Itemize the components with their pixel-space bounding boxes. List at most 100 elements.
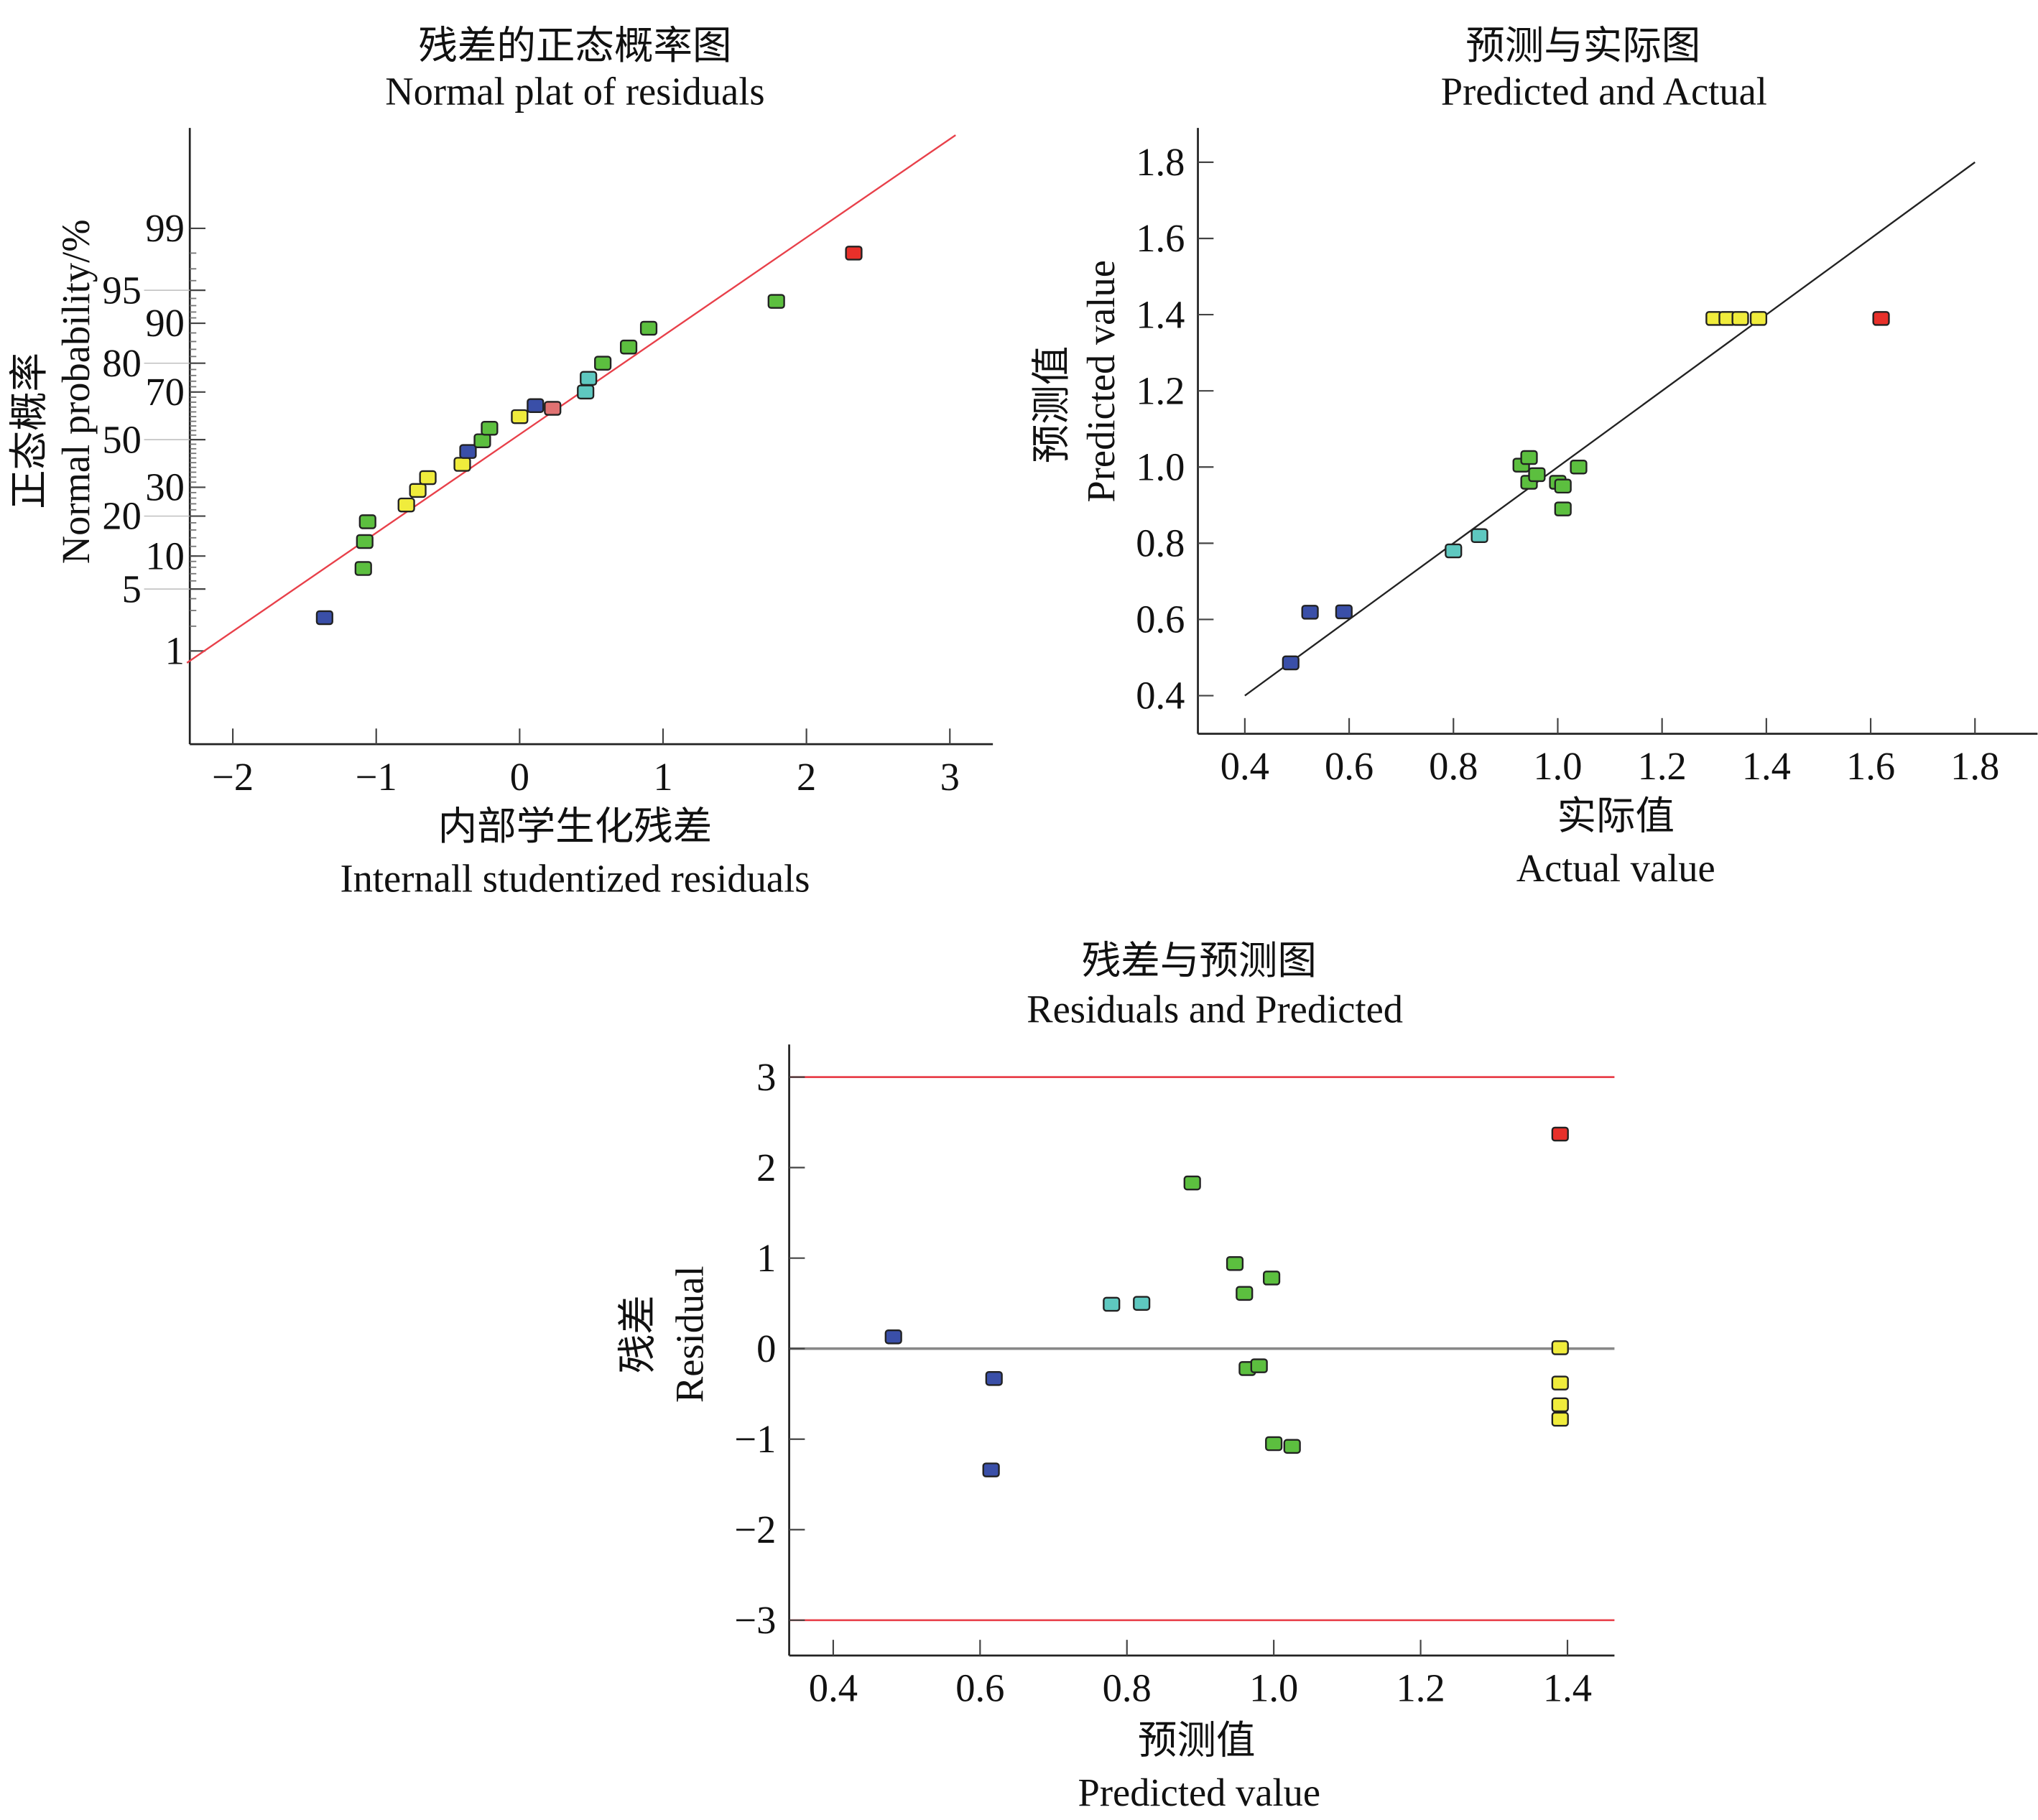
data-point [1265,1436,1283,1452]
y-tick-label: 0 [756,1327,776,1370]
data-point [639,320,658,336]
x-tick-label: 2 [797,755,816,799]
data-point [409,483,427,498]
x-tick-label: 0.4 [809,1666,858,1710]
chart3-ylabel: Residual [668,1266,712,1403]
data-point [1470,528,1488,544]
chart3-plot: 0.4 0.6 0.8 1.0 1.2 1.4 −3 −2 −1 0 1 2 3 [734,1044,1615,1710]
chart1-title: Normal plat of residuals [385,69,764,113]
x-tick-label: 1.6 [1846,744,1895,788]
data-point [1250,1358,1268,1373]
x-tick-label: 3 [940,755,960,799]
x-tick-label: 1 [653,755,672,799]
data-point [459,444,477,459]
data-point [1226,1255,1244,1271]
y-tick-label: 30 [145,465,185,509]
y-tick-label: 10 [145,534,185,577]
data-point [1551,1340,1569,1355]
chart3-title-cn: 残差与预测图 [1082,939,1317,983]
x-tick-label: 0.6 [1325,744,1374,788]
data-point [1551,1411,1569,1427]
y-tick-label: 1.2 [1136,368,1185,412]
data-point [580,371,598,386]
data-point [1445,543,1463,559]
y-tick-label: 1.4 [1136,292,1185,336]
y-tick-label: 0.6 [1136,598,1185,641]
y-tick-label: 99 [145,206,185,250]
data-point [1103,1296,1121,1312]
data-point [1872,311,1890,326]
y-tick-label: −1 [734,1417,776,1461]
reference-line [186,134,956,664]
y-tick-label: 1 [165,629,185,673]
data-point [884,1329,902,1345]
x-tick-label: 0.6 [955,1666,1004,1710]
y-tick-label: 5 [122,567,142,610]
chart2-ylabel-cn: 预测值 [1029,346,1073,464]
data-point [356,534,374,549]
y-tick-label: 3 [756,1055,776,1099]
data-point [1335,604,1353,620]
x-tick-label: 1.8 [1950,744,1999,788]
data-point [1528,467,1546,483]
y-tick-label: −3 [734,1598,776,1642]
x-tick-label: 0.4 [1221,744,1269,788]
data-point [1282,655,1300,671]
data-point [1551,1397,1569,1413]
data-point [544,401,562,416]
data-point [1283,1439,1301,1454]
data-point [397,497,415,513]
y-tick-label: 1.6 [1136,216,1185,260]
chart2-xlabel: Actual value [1516,846,1715,890]
data-point [527,398,545,414]
x-tick-label: 0 [510,755,529,799]
chart1-title-cn: 残差的正态概率图 [418,24,731,68]
x-tick-label: 1.2 [1638,744,1687,788]
x-tick-label: 0.8 [1103,1666,1152,1710]
data-point [1731,311,1749,326]
y-tick-label: 1.8 [1136,140,1185,184]
data-point [767,294,785,309]
chart2-xlabel-cn: 实际值 [1557,794,1675,837]
data-point [577,384,595,400]
y-tick-label: 1.0 [1136,445,1185,488]
chart1-ylabel: Normal probability/% [54,219,98,564]
chart3-xlabel-cn: 预测值 [1138,1718,1256,1762]
data-point [1570,459,1588,475]
data-point [473,433,491,448]
chart2-title-cn: 预测与实际图 [1465,24,1700,68]
chart2-title: Predicted and Actual [1441,69,1767,113]
data-point [358,514,376,529]
data-point [1236,1286,1254,1301]
x-tick-label: 1.4 [1543,1666,1592,1710]
chart1-xlabel: Internall studentized residuals [340,857,810,901]
x-tick-label: 1.4 [1742,744,1791,788]
x-tick-label: 1.0 [1533,744,1582,788]
y-tick-label: 0.4 [1136,674,1185,718]
chart2-ylabel: Predicted value [1079,260,1123,503]
y-tick-label: 50 [102,417,142,461]
data-point [481,420,499,436]
chart3-title: Residuals and Predicted [1027,987,1403,1031]
data-point [594,356,612,371]
y-tick-label: −2 [734,1508,776,1551]
x-tick-label: 1.0 [1249,1666,1298,1710]
data-point [511,409,529,424]
data-point [1749,311,1768,326]
y-tick-label: 90 [145,301,185,345]
data-point [1554,501,1572,516]
data-point [315,610,333,626]
data-point [985,1371,1003,1386]
y-tick-label: 20 [102,494,142,538]
chart2-plot: 0.4 0.6 0.8 1.0 1.2 1.4 1.6 1.8 0.4 0.6 0.8 1.0 1.2 1… [1136,128,2038,788]
chart3-ylabel-cn: 残差 [616,1295,659,1373]
data-point [1133,1296,1151,1311]
reference-line [1244,161,1976,697]
x-tick-label: −2 [212,755,254,799]
data-point [619,339,638,355]
data-point [845,246,863,261]
data-point [1263,1271,1281,1286]
data-point [1551,1126,1569,1142]
